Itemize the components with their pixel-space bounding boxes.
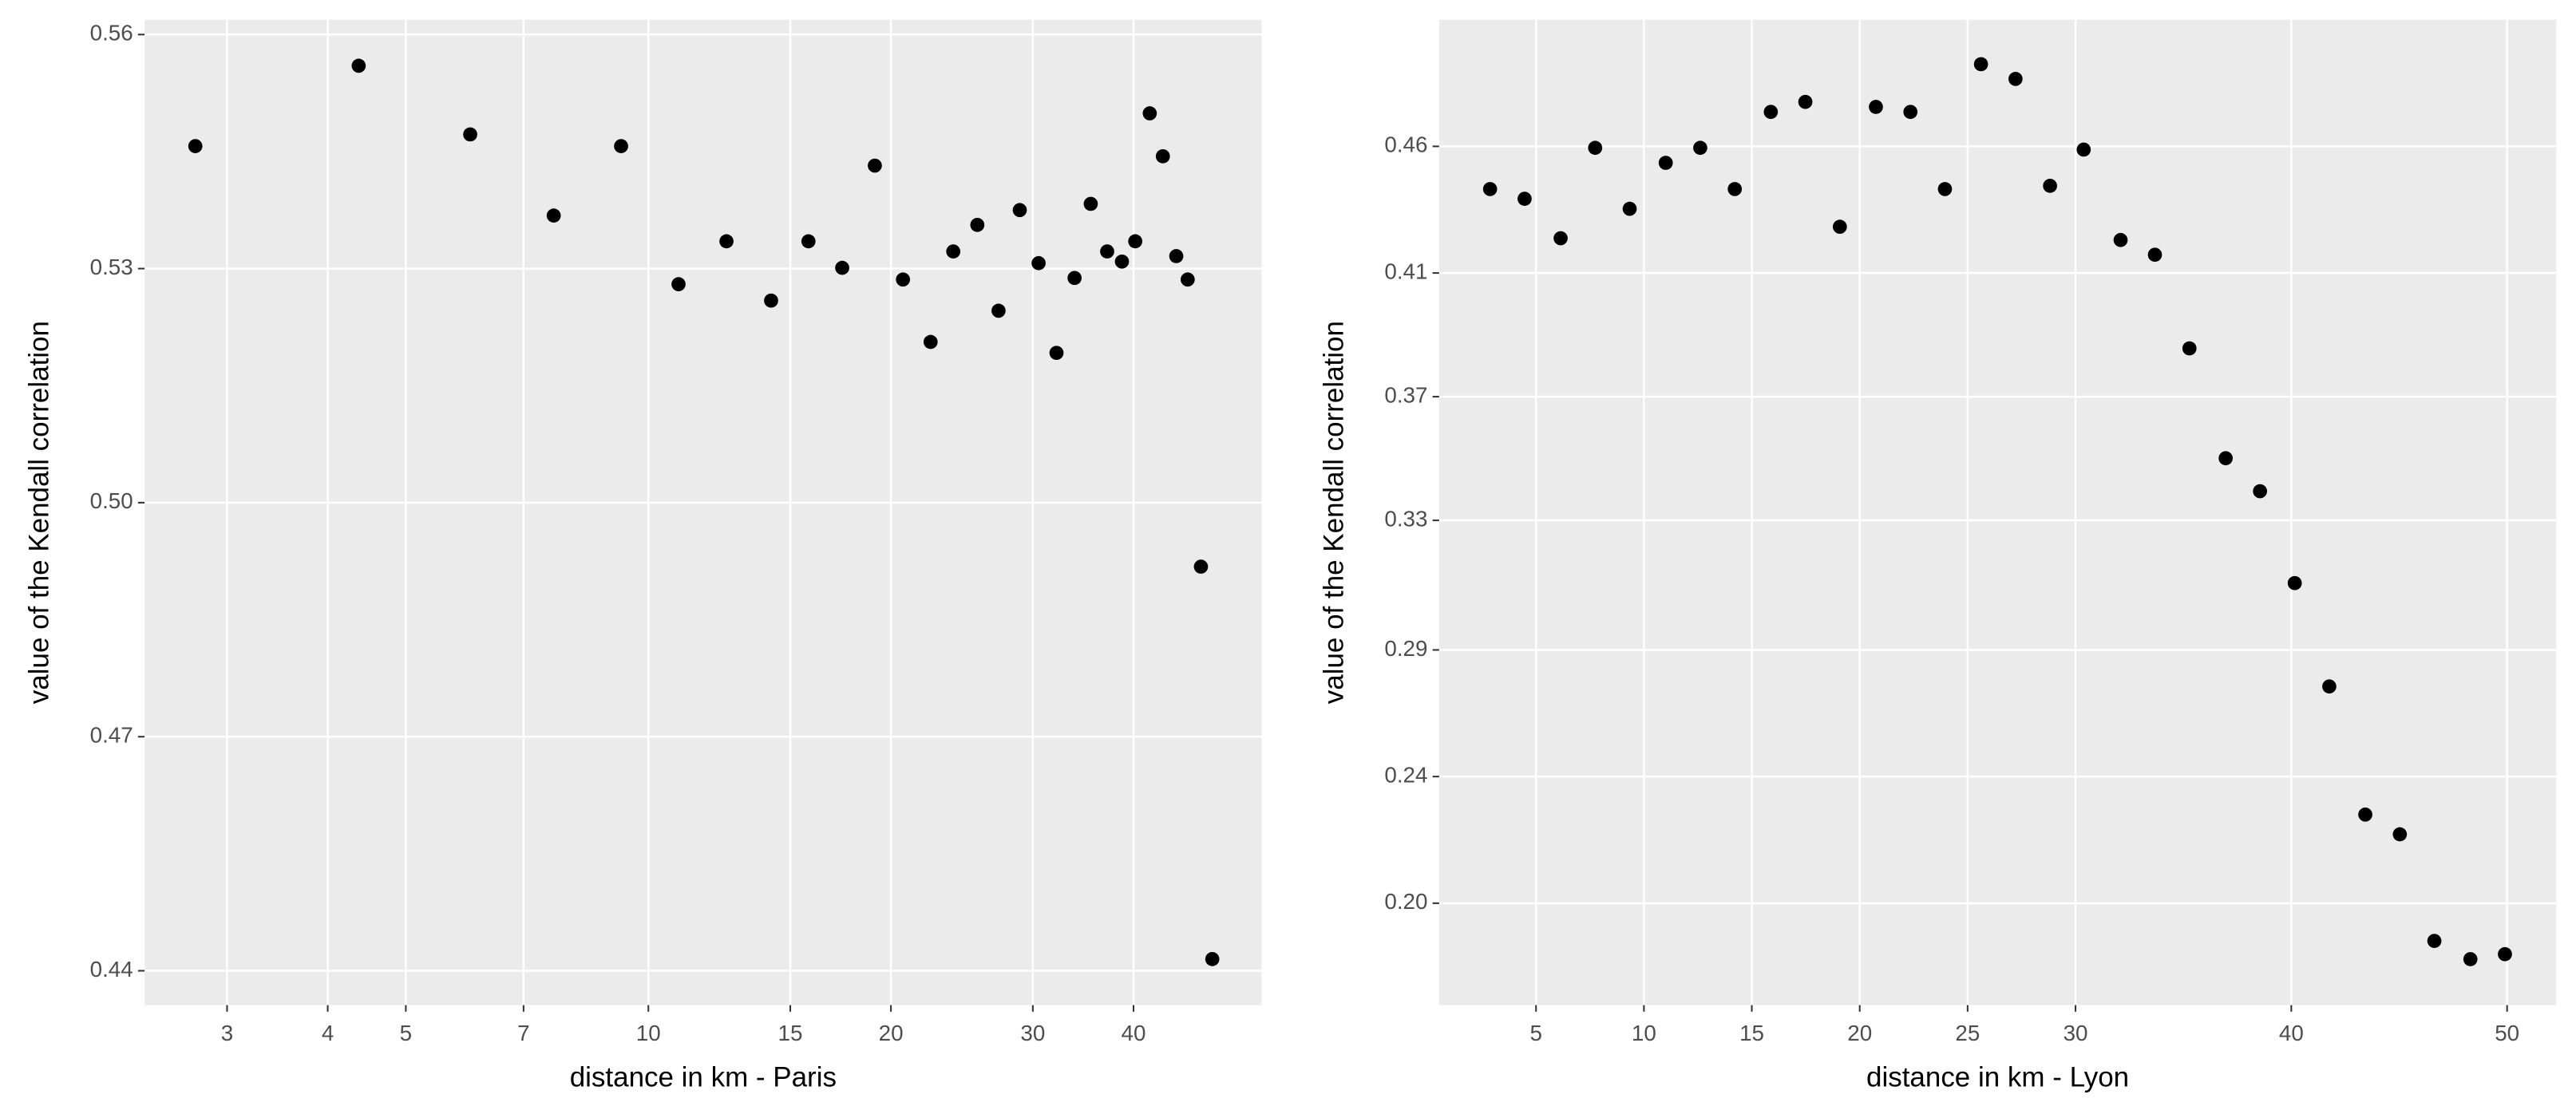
data-point	[1973, 57, 1988, 72]
data-point	[1114, 254, 1130, 269]
data-point	[719, 234, 734, 249]
data-point	[2182, 341, 2197, 356]
data-point	[1193, 559, 1209, 574]
data-point	[1937, 182, 1953, 196]
x-tick-label: 7	[517, 1021, 529, 1045]
x-tick-label: 20	[1847, 1021, 1872, 1045]
data-point	[2113, 232, 2128, 247]
data-point	[1142, 106, 1157, 120]
data-point	[1727, 182, 1743, 196]
data-point	[835, 260, 849, 275]
data-point	[1205, 952, 1220, 966]
data-point	[1869, 100, 1883, 114]
data-point	[546, 208, 561, 223]
x-tick-label: 30	[1020, 1021, 1045, 1045]
x-tick-label: 25	[1955, 1021, 1980, 1045]
y-tick-label: 0.46	[1384, 132, 1427, 157]
y-tick-label: 0.29	[1384, 636, 1427, 661]
data-point	[1128, 234, 1142, 249]
y-tick-label: 0.37	[1384, 382, 1427, 407]
data-point	[1832, 219, 1847, 235]
data-point	[1658, 156, 1673, 170]
data-point	[2147, 247, 2162, 263]
x-tick-label: 10	[1632, 1021, 1656, 1045]
x-tick-label: 4	[322, 1021, 334, 1045]
data-point	[991, 303, 1006, 318]
data-point	[1763, 105, 1779, 120]
data-point	[2463, 952, 2478, 966]
data-point	[1588, 140, 1603, 156]
data-point	[2358, 807, 2372, 822]
y-tick-label: 0.20	[1384, 889, 1427, 914]
y-tick-label: 0.24	[1384, 763, 1427, 788]
data-point	[1155, 148, 1170, 164]
x-tick-label: 50	[2495, 1021, 2519, 1045]
x-tick-label: 40	[2279, 1021, 2304, 1045]
y-tick-label: 0.41	[1384, 259, 1427, 283]
data-point	[2218, 451, 2234, 466]
x-tick-label: 5	[1529, 1021, 1541, 1045]
data-point	[1553, 231, 1568, 246]
data-point	[1067, 271, 1082, 286]
x-tick-label: 5	[400, 1021, 412, 1045]
y-axis-title: value of the Kendall correlation	[1318, 321, 1349, 704]
data-point	[2287, 575, 2302, 591]
x-tick-label: 15	[778, 1021, 803, 1045]
data-point	[1180, 272, 1195, 287]
data-point	[2253, 484, 2267, 499]
data-point	[801, 234, 816, 249]
data-point	[614, 139, 628, 153]
plot-panel	[144, 19, 1262, 1005]
y-tick-label: 0.50	[90, 488, 133, 513]
plot-panel	[1438, 19, 2557, 1005]
data-point	[2008, 72, 2023, 86]
data-point	[1031, 255, 1046, 271]
data-point	[2427, 934, 2442, 948]
y-tick-label: 0.44	[90, 957, 133, 982]
x-tick-label: 10	[636, 1021, 661, 1045]
data-point	[463, 127, 477, 142]
x-tick-label: 40	[1122, 1021, 1146, 1045]
data-point	[1903, 105, 1918, 120]
data-point	[1518, 192, 1532, 206]
x-tick-label: 15	[1739, 1021, 1764, 1045]
data-point	[1049, 346, 1064, 361]
data-point	[896, 272, 911, 287]
x-tick-label: 3	[221, 1021, 233, 1045]
data-point	[2392, 827, 2408, 842]
data-point	[868, 158, 882, 173]
data-point	[970, 217, 985, 232]
x-tick-label: 30	[2064, 1021, 2088, 1045]
y-axis-title: value of the Kendall correlation	[24, 321, 55, 704]
data-point	[1693, 140, 1707, 156]
data-point	[764, 293, 778, 308]
data-point	[2322, 679, 2337, 694]
x-axis-title: distance in km - Lyon	[1866, 1061, 2129, 1092]
data-point	[1622, 201, 1637, 216]
data-point	[2043, 179, 2057, 193]
data-point	[351, 58, 366, 73]
x-tick-label: 20	[879, 1021, 904, 1045]
data-point	[1798, 94, 1813, 109]
data-point	[1012, 203, 1027, 218]
data-point	[1083, 196, 1098, 211]
data-point	[2498, 946, 2512, 962]
data-point	[946, 244, 961, 259]
data-point	[671, 277, 686, 291]
data-point	[2076, 142, 2091, 157]
y-tick-label: 0.47	[90, 723, 133, 748]
data-point	[188, 139, 203, 153]
data-point	[1482, 182, 1498, 196]
y-tick-label: 0.53	[90, 255, 133, 279]
y-tick-label: 0.56	[90, 21, 133, 45]
data-point	[1100, 244, 1114, 259]
data-point	[923, 334, 938, 350]
x-axis-title: distance in km - Paris	[570, 1061, 837, 1092]
data-point	[1169, 249, 1184, 263]
y-tick-label: 0.33	[1384, 506, 1427, 531]
